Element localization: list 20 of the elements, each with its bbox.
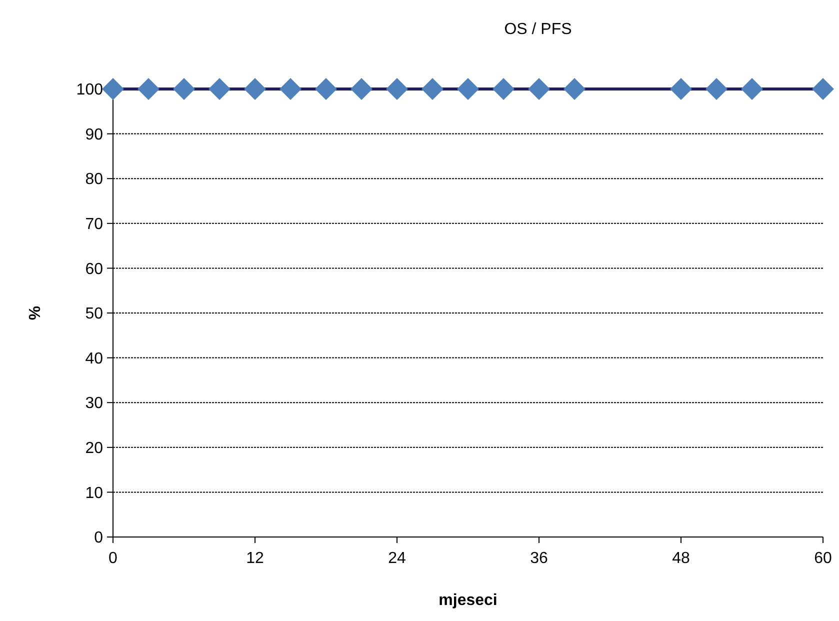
y-tick-label: 50 bbox=[85, 306, 104, 323]
y-axis-title: % bbox=[27, 306, 44, 320]
x-tick-label: 0 bbox=[108, 550, 118, 567]
y-tick-label: 10 bbox=[85, 484, 104, 502]
x-tick-label: 24 bbox=[388, 550, 406, 567]
x-axis-title: mjeseci bbox=[438, 592, 498, 609]
y-tick-label: 70 bbox=[85, 216, 104, 233]
x-tick-label: 36 bbox=[530, 550, 548, 567]
y-tick-label: 20 bbox=[85, 440, 104, 457]
y-tick-label: 100 bbox=[76, 82, 104, 99]
y-tick-label: 60 bbox=[85, 260, 104, 278]
x-tick-label: 12 bbox=[246, 550, 264, 567]
y-tick-label: 30 bbox=[85, 395, 104, 412]
y-tick-label: 90 bbox=[85, 126, 104, 144]
x-tick-label: 60 bbox=[814, 550, 832, 567]
y-tick-label: 0 bbox=[94, 530, 104, 547]
y-tick-label: 80 bbox=[85, 171, 104, 188]
x-tick-label: 48 bbox=[672, 550, 690, 567]
chart-title: OS / PFS bbox=[504, 21, 572, 38]
y-tick-label: 40 bbox=[85, 350, 104, 368]
